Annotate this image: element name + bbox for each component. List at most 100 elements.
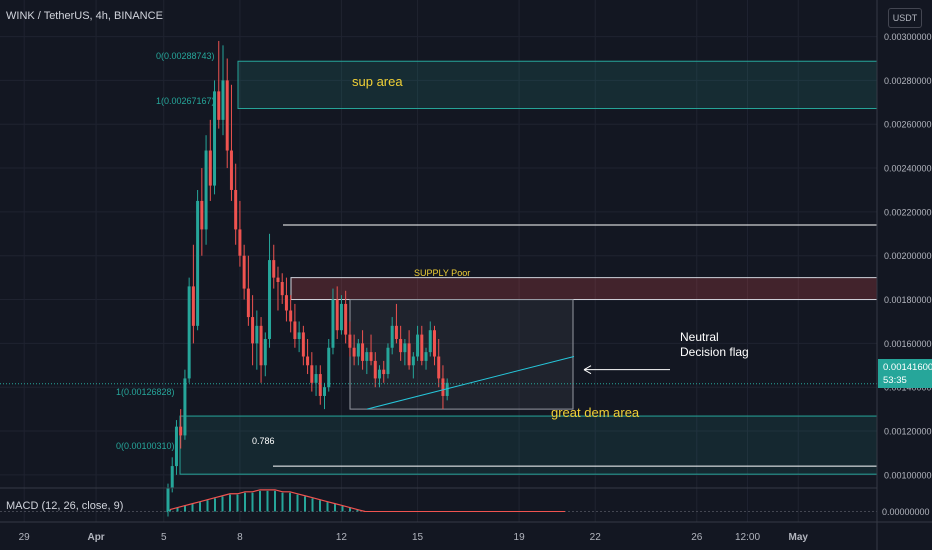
candle-body [272, 260, 276, 278]
candle-body [416, 334, 420, 357]
drawings [0, 224, 877, 467]
sup-area-zone [237, 60, 878, 110]
last-price-value: 0.00141600 [883, 362, 932, 373]
candle-body [276, 277, 280, 283]
y-tick-label: 0.00100000 [884, 470, 932, 480]
fib-sup-top-label: 0(0.00288743) [156, 51, 215, 61]
y-tick-label: 0.00220000 [884, 207, 932, 217]
candle-body [314, 374, 318, 383]
consolidation-box [349, 299, 574, 410]
candle-body [268, 260, 272, 339]
candle-body [331, 299, 335, 348]
fib-786-label: 0.786 [252, 436, 275, 446]
candle-body [208, 150, 212, 186]
x-tick-label: 15 [412, 532, 424, 543]
candle-body [365, 352, 369, 361]
candle-body [255, 325, 259, 344]
candle-body [382, 369, 386, 375]
candle-body [369, 352, 373, 361]
candle-body [424, 352, 428, 361]
y-tick-label: 0.00240000 [884, 164, 932, 174]
candle-body [390, 325, 394, 348]
candle-body [284, 295, 288, 311]
candle-body [179, 426, 183, 436]
candle-body [242, 255, 246, 289]
x-tick-label: Apr [87, 532, 104, 543]
decision-flag-label: Decision flag [680, 345, 749, 359]
candle-body [251, 317, 255, 344]
candle-body [170, 466, 174, 488]
y-tick-label: 0.00300000 [884, 32, 932, 42]
macd-signal-line [169, 489, 366, 513]
candle-body [445, 382, 449, 396]
neutral-trendline [366, 356, 575, 410]
supply-poor-label: SUPPLY Poor [414, 268, 471, 278]
neutral-arrow-head [583, 365, 592, 375]
candle-body [348, 334, 352, 348]
candle-body [318, 374, 322, 396]
fib-sup-bottom-label: 1(0.00267167) [156, 96, 215, 106]
candle-body [280, 282, 284, 296]
candle-body [386, 347, 390, 375]
sup-area-label: sup area [352, 74, 403, 89]
candle-body [344, 303, 348, 335]
candle-body [217, 91, 221, 120]
candle-body [200, 200, 204, 230]
fib-dem-bottom-label: 0(0.00100310) [116, 441, 175, 451]
candle-body [204, 150, 208, 230]
candle-body [339, 303, 343, 331]
candle-body [225, 80, 229, 151]
x-tick-label: 12:00 [735, 532, 760, 543]
macd-pane: 0.00000000 [0, 489, 930, 517]
candle-body [420, 334, 424, 361]
candle-body [234, 189, 238, 230]
candle-body [187, 286, 191, 379]
candle-body [352, 347, 356, 357]
candle-body [301, 332, 305, 357]
y-tick-label: 0.00260000 [884, 120, 932, 130]
supply-poor-zone [290, 277, 878, 301]
candle-body [327, 347, 331, 388]
candle-body [394, 325, 398, 339]
x-tick-label: 26 [691, 532, 703, 543]
candle-body [293, 321, 297, 339]
candle-body [356, 343, 360, 357]
x-tick-label: May [789, 532, 809, 543]
y-tick-label: 0.00200000 [884, 251, 932, 261]
neutral-label: Neutral [680, 330, 719, 344]
y-tick-label: 0.00120000 [884, 427, 932, 437]
y-tick-label: 0.00280000 [884, 76, 932, 86]
currency-button[interactable]: USDT [888, 8, 922, 28]
candle-body [229, 150, 233, 190]
last-price-tag: 0.00141600 53:35 [878, 359, 932, 388]
candle-body [403, 343, 407, 353]
zones [179, 60, 878, 475]
candles [166, 40, 449, 517]
candle-body [432, 330, 436, 357]
x-tick-label: 19 [514, 532, 526, 543]
x-tick-label: 5 [161, 532, 167, 543]
candle-body [183, 378, 187, 436]
countdown-value: 53:35 [883, 375, 907, 386]
y-tick-label: 0.00180000 [884, 295, 932, 305]
candle-body [191, 286, 195, 326]
candle-body [238, 229, 242, 256]
candle-body [310, 365, 314, 383]
candle-body [441, 378, 445, 396]
candle-body [263, 338, 267, 366]
candle-body [306, 356, 310, 366]
candle-body [437, 356, 441, 379]
symbol-title: WINK / TetherUS, 4h, BINANCE [6, 10, 163, 22]
candle-body [411, 356, 415, 366]
candle-body [213, 91, 217, 186]
dem-area-label: great dem area [551, 405, 640, 420]
candle-body [174, 426, 178, 467]
fib-dem-top-label: 1(0.00126828) [116, 387, 175, 397]
macd-label: MACD (12, 26, close, 9) [6, 500, 124, 512]
candle-body [289, 310, 293, 322]
candle-body [378, 369, 381, 379]
x-tick-label: 22 [590, 532, 602, 543]
dem-area-zone [179, 415, 878, 475]
